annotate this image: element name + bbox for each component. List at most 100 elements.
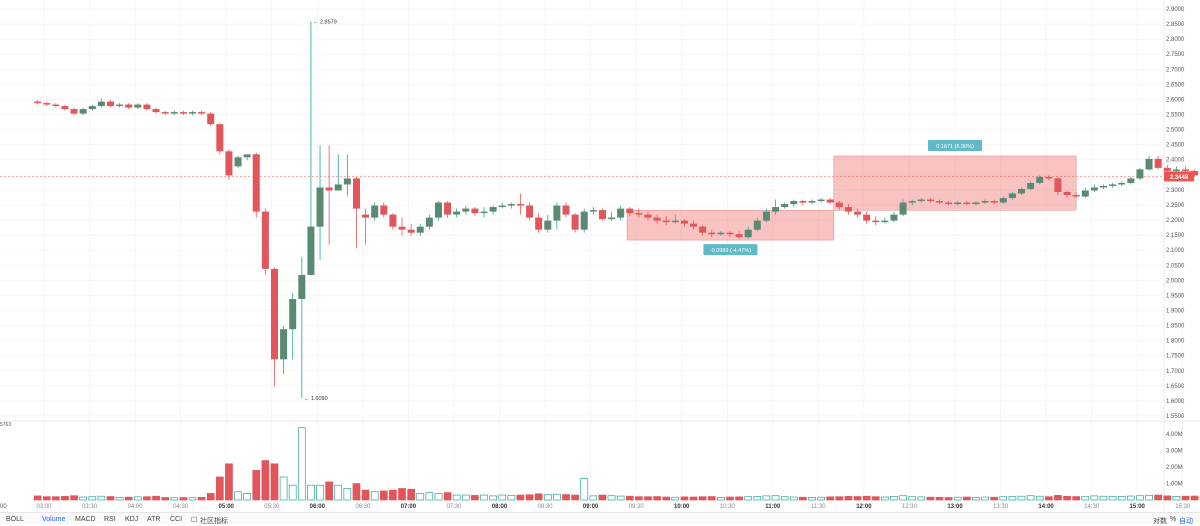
volume-tick-label: 4.00M bbox=[1166, 432, 1183, 438]
candle-body bbox=[371, 205, 379, 218]
y-tick-label: 2.2000 bbox=[1166, 218, 1185, 224]
x-tick-label: 07:30 bbox=[446, 504, 462, 510]
volume-bar bbox=[553, 493, 561, 501]
volume-bar bbox=[753, 496, 762, 501]
candlestick-chart[interactable]: -0.0989 (-4.47%) 0.1671 (6.90%) 2.9000 2.8… bbox=[0, 0, 1200, 512]
candle-body bbox=[1181, 169, 1189, 171]
y-tick-label: 2.7500 bbox=[1166, 52, 1185, 58]
candle-body bbox=[125, 104, 133, 108]
candle-body bbox=[1054, 178, 1062, 192]
candle-body bbox=[790, 201, 798, 205]
candle-body bbox=[872, 220, 880, 223]
candle-body bbox=[772, 207, 780, 212]
y-tick-label: 2.7000 bbox=[1166, 67, 1185, 73]
candle-body bbox=[261, 211, 269, 269]
y-tick-label: 2.9000 bbox=[1166, 7, 1185, 13]
y-tick-label: 2.5000 bbox=[1166, 128, 1185, 134]
volume-bar bbox=[671, 496, 680, 501]
candle-body bbox=[270, 268, 278, 360]
candle-body bbox=[134, 104, 142, 108]
volume-bar bbox=[589, 495, 598, 501]
candle-body bbox=[1154, 158, 1162, 168]
volume-bar bbox=[1072, 496, 1081, 501]
candle-body bbox=[617, 208, 625, 218]
candle-body bbox=[507, 204, 515, 206]
candle-body bbox=[170, 112, 178, 114]
measure-label-bg bbox=[703, 244, 758, 256]
community-icon: ☐ bbox=[191, 517, 198, 524]
y-tick-label: 1.5500 bbox=[1166, 414, 1185, 420]
candle-body bbox=[999, 198, 1007, 203]
volume-bar bbox=[471, 495, 479, 501]
x-tick-label: 07:00 bbox=[401, 504, 417, 510]
candle-body bbox=[753, 220, 761, 230]
measure-label: -0.0989 (-4.47%) bbox=[710, 248, 751, 254]
volume-bar bbox=[990, 496, 999, 501]
indicator-toolbar: BOLL Volume MACD RSI KDJ ATR CCI ☐ 社区指标 … bbox=[0, 512, 1200, 525]
indicator-boll[interactable]: BOLL bbox=[6, 516, 24, 523]
indicator-atr[interactable]: ATR bbox=[147, 516, 161, 523]
candle-body bbox=[252, 154, 260, 212]
candle-body bbox=[863, 214, 871, 221]
candle-body bbox=[1127, 178, 1135, 183]
volume-bar bbox=[698, 496, 707, 501]
volume-bar bbox=[389, 489, 397, 501]
volume-bar bbox=[225, 463, 233, 501]
volume-bar bbox=[1163, 495, 1172, 501]
current-price-label: 2.3448 bbox=[1170, 175, 1189, 181]
indicator-macd[interactable]: MACD bbox=[75, 516, 96, 523]
candle-body bbox=[434, 202, 442, 218]
candle-body bbox=[926, 199, 934, 202]
candle-body bbox=[343, 178, 351, 185]
low-price-label: ← 1.6090 bbox=[304, 396, 328, 402]
auto-scale-toggle[interactable]: 自动 bbox=[1179, 518, 1193, 525]
candle-body bbox=[1027, 182, 1035, 189]
volume-bar bbox=[197, 497, 206, 501]
candle-body bbox=[535, 217, 543, 230]
indicator-rsi[interactable]: RSI bbox=[104, 516, 116, 523]
volume-bar bbox=[625, 495, 634, 501]
volume-bar bbox=[689, 496, 698, 501]
y-tick-label: 2.8000 bbox=[1166, 37, 1185, 43]
percent-toggle[interactable]: % bbox=[1170, 516, 1177, 523]
y-tick-label: 2.4500 bbox=[1166, 143, 1185, 149]
candle-body bbox=[207, 113, 215, 125]
x-tick-label: 14:00 bbox=[1038, 504, 1054, 510]
indicator-community[interactable]: 社区指标 bbox=[200, 518, 228, 525]
y-tick-label: 1.8000 bbox=[1166, 339, 1185, 345]
volume-bar bbox=[407, 488, 415, 501]
volume-bar bbox=[206, 493, 215, 501]
indicator-volume[interactable]: Volume bbox=[42, 516, 66, 523]
indicator-cci[interactable]: CCI bbox=[170, 516, 183, 523]
volume-bar bbox=[461, 494, 470, 501]
candle-body bbox=[735, 234, 743, 238]
candle-body bbox=[516, 204, 524, 206]
candle-body bbox=[161, 112, 169, 114]
volume-bar bbox=[452, 494, 461, 501]
volume-bar bbox=[953, 496, 962, 501]
candle-body bbox=[70, 109, 78, 114]
candle-body bbox=[198, 112, 206, 114]
volume-bar bbox=[744, 496, 753, 501]
volume-bar bbox=[425, 492, 434, 501]
candle-body bbox=[908, 201, 916, 203]
candle-body bbox=[43, 103, 51, 105]
candle-body bbox=[234, 157, 242, 167]
y-tick-label: 2.6000 bbox=[1166, 97, 1185, 103]
x-tick-label: 08:30 bbox=[538, 504, 554, 510]
candle-layer bbox=[34, 21, 1199, 399]
candle-body bbox=[626, 208, 634, 214]
volume-bar bbox=[726, 496, 734, 501]
x-tick-label: 03:00 bbox=[36, 504, 52, 510]
volume-bar bbox=[316, 484, 324, 501]
indicator-kdj[interactable]: KDJ bbox=[125, 516, 139, 523]
candle-body bbox=[589, 210, 597, 212]
grid-layer bbox=[0, 0, 1200, 512]
volume-bar bbox=[297, 427, 306, 501]
volume-bar bbox=[152, 495, 160, 501]
candle-body bbox=[981, 201, 989, 203]
candle-body bbox=[52, 104, 60, 107]
volume-bar bbox=[115, 497, 124, 501]
log-scale-toggle[interactable]: 对数 bbox=[1153, 518, 1167, 525]
y-tick-label: 1.7500 bbox=[1166, 354, 1185, 360]
